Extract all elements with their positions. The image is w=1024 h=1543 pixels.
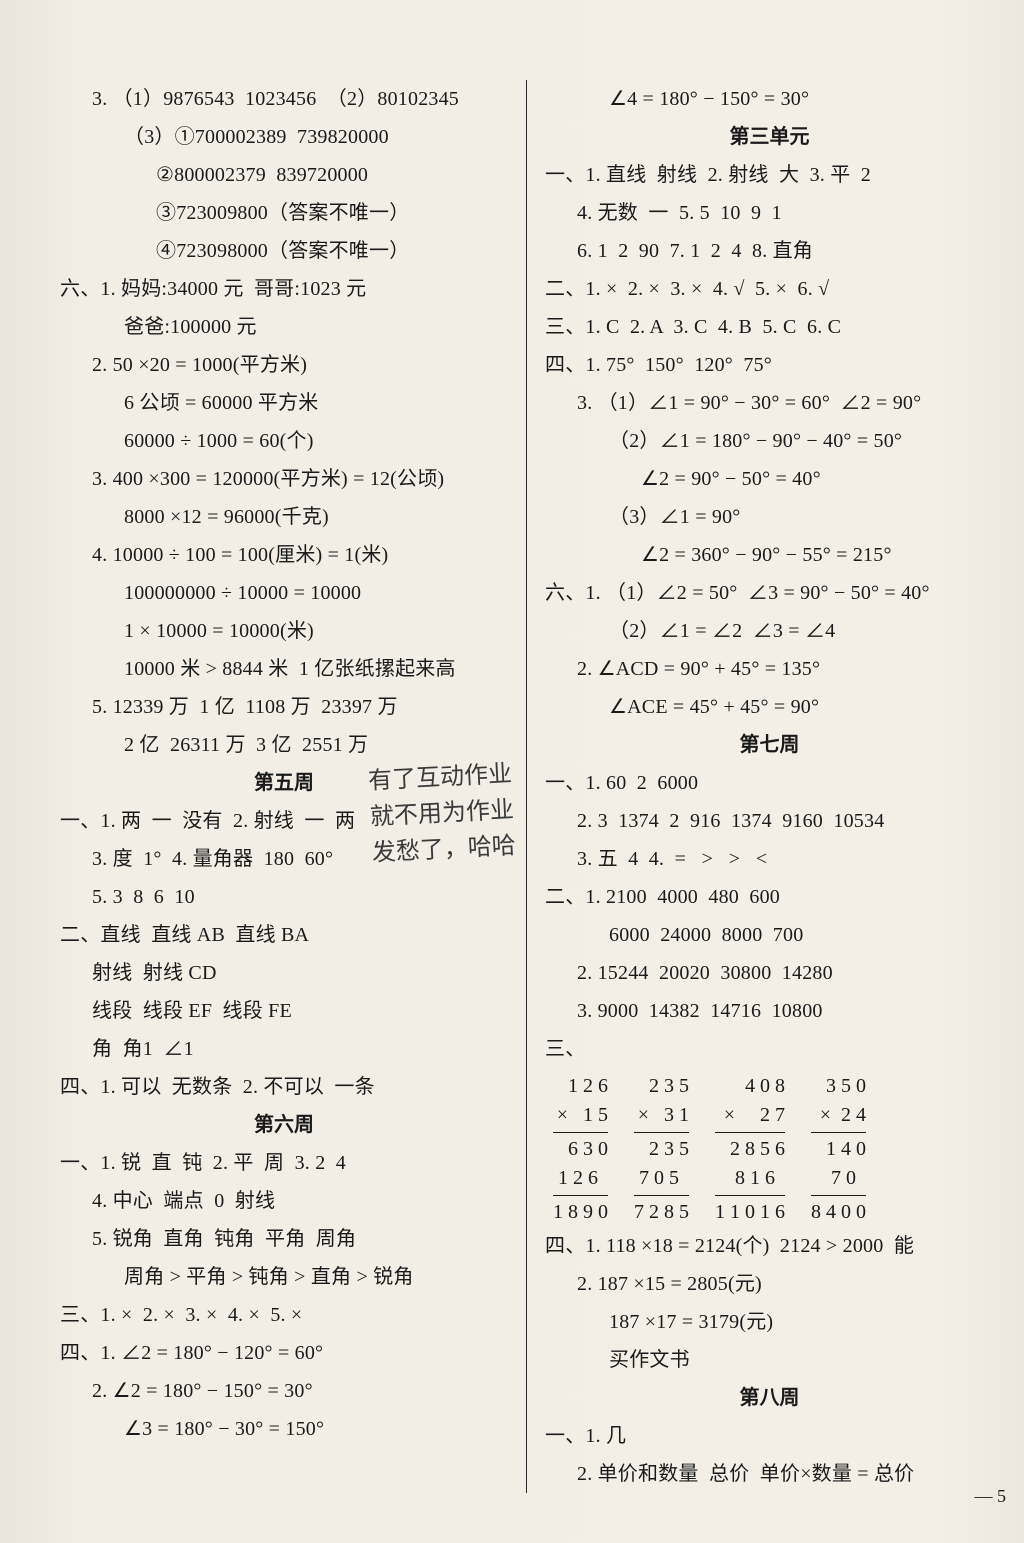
answer-line: 四、1. ∠2 = 180° − 120° = 60° <box>60 1334 508 1372</box>
answer-line: 2. ∠2 = 180° − 150° = 30° <box>60 1372 508 1410</box>
section-heading: 第七周 <box>545 726 994 764</box>
answer-line: 4. 无数 一 5. 5 10 9 1 <box>545 194 994 232</box>
answer-line: （2）∠1 = ∠2 ∠3 = ∠4 <box>545 612 994 650</box>
answer-line: 一、1. 直线 射线 2. 射线 大 3. 平 2 <box>545 156 994 194</box>
answer-line: 2 亿 26311 万 3 亿 2551 万 <box>60 726 508 764</box>
section-heading: 第三单元 <box>545 118 994 156</box>
vertical-multiplication: 3 5 0× 2 4 1 4 0 7 0 8 4 0 0 <box>811 1072 866 1227</box>
answer-line: 六、1. （1）∠2 = 50° ∠3 = 90° − 50° = 40° <box>545 574 994 612</box>
answer-line: 4. 10000 ÷ 100 = 100(厘米) = 1(米) <box>60 536 508 574</box>
answer-line: 6. 1 2 90 7. 1 2 4 8. 直角 <box>545 232 994 270</box>
right-column: ∠4 = 180° − 150° = 30°第三单元一、1. 直线 射线 2. … <box>527 80 994 1493</box>
answer-line: 5. 3 8 6 10 <box>60 878 508 916</box>
answer-line: ∠ACE = 45° + 45° = 90° <box>545 688 994 726</box>
answer-line: （3）①700002389 739820000 <box>60 118 508 156</box>
answer-line: 60000 ÷ 1000 = 60(个) <box>60 422 508 460</box>
answer-line: 二、1. × 2. × 3. × 4. √ 5. × 6. √ <box>545 270 994 308</box>
answer-line: 六、1. 妈妈:34000 元 哥哥:1023 元 <box>60 270 508 308</box>
answer-line: 一、1. 60 2 6000 <box>545 764 994 802</box>
answer-line: 2. 50 ×20 = 1000(平方米) <box>60 346 508 384</box>
answer-line: 2. 187 ×15 = 2805(元) <box>545 1265 994 1303</box>
answer-line: 三、1. × 2. × 3. × 4. × 5. × <box>60 1296 508 1334</box>
section-heading: 第八周 <box>545 1379 994 1417</box>
answer-line: 2. 单价和数量 总价 单价×数量 = 总价 <box>545 1455 994 1493</box>
answer-line: 2. 15244 20020 30800 14280 <box>545 954 994 992</box>
answer-line: 射线 射线 CD <box>60 954 508 992</box>
section-heading: 第六周 <box>60 1106 508 1144</box>
answer-line: 角 角1 ∠1 <box>60 1030 508 1068</box>
vertical-multiplication: 2 3 5× 3 1 2 3 57 0 5 7 2 8 5 <box>634 1072 689 1227</box>
answer-line: 一、1. 锐 直 钝 2. 平 周 3. 2 4 <box>60 1144 508 1182</box>
answer-line: 买作文书 <box>545 1341 994 1379</box>
answer-line: 四、1. 75° 150° 120° 75° <box>545 346 994 384</box>
page-number: — 5 <box>975 1479 1007 1513</box>
answer-line: 四、1. 118 ×18 = 2124(个) 2124 > 2000 能 <box>545 1227 994 1265</box>
answer-key-page: 3. （1）9876543 1023456 （2）80102345（3）①700… <box>0 0 1024 1543</box>
answer-line: 187 ×17 = 3179(元) <box>545 1303 994 1341</box>
two-column-layout: 3. （1）9876543 1023456 （2）80102345（3）①700… <box>60 80 994 1493</box>
handwritten-annotation: 有了互动作业 就不用为作业 发愁了，哈哈 <box>367 756 516 871</box>
answer-line: ∠2 = 360° − 90° − 55° = 215° <box>545 536 994 574</box>
answer-line: ∠2 = 90° − 50° = 40° <box>545 460 994 498</box>
answer-line: 爸爸:100000 元 <box>60 308 508 346</box>
answer-line: 5. 12339 万 1 亿 1108 万 23397 万 <box>60 688 508 726</box>
answer-line: ②800002379 839720000 <box>60 156 508 194</box>
answer-line: 8000 ×12 = 96000(千克) <box>60 498 508 536</box>
handwriting-line: 发愁了，哈哈 <box>371 828 517 871</box>
answer-line: 6000 24000 8000 700 <box>545 916 994 954</box>
answer-line: 3. 9000 14382 14716 10800 <box>545 992 994 1030</box>
answer-line: 1 × 10000 = 10000(米) <box>60 612 508 650</box>
answer-line: 四、1. 可以 无数条 2. 不可以 一条 <box>60 1068 508 1106</box>
answer-line: 6 公顷 = 60000 平方米 <box>60 384 508 422</box>
answer-line: 5. 锐角 直角 钝角 平角 周角 <box>60 1220 508 1258</box>
answer-line: 10000 米 > 8844 米 1 亿张纸摞起来高 <box>60 650 508 688</box>
answer-line: 3. 五 4 4. = > > < <box>545 840 994 878</box>
answer-line: 2. 3 1374 2 916 1374 9160 10534 <box>545 802 994 840</box>
answer-line: 3. （1）∠1 = 90° − 30° = 60° ∠2 = 90° <box>545 384 994 422</box>
vertical-multiplication: 4 0 8× 2 7 2 8 5 6 8 1 6 1 1 0 1 6 <box>715 1072 785 1227</box>
answer-line: ∠4 = 180° − 150° = 30° <box>545 80 994 118</box>
answer-line: 三、1. C 2. A 3. C 4. B 5. C 6. C <box>545 308 994 346</box>
answer-line: 周角 > 平角 > 钝角 > 直角 > 锐角 <box>60 1258 508 1296</box>
vertical-multiplication-group: 1 2 6× 1 5 6 3 01 2 6 1 8 9 0 2 3 5× 3 1… <box>545 1072 994 1227</box>
answer-line: 3. （1）9876543 1023456 （2）80102345 <box>60 80 508 118</box>
answer-line: ④723098000（答案不唯一） <box>60 232 508 270</box>
answer-line: （3）∠1 = 90° <box>545 498 994 536</box>
answer-line: ③723009800（答案不唯一） <box>60 194 508 232</box>
answer-line: 二、1. 2100 4000 480 600 <box>545 878 994 916</box>
answer-line: 3. 400 ×300 = 120000(平方米) = 12(公顷) <box>60 460 508 498</box>
vertical-multiplication: 1 2 6× 1 5 6 3 01 2 6 1 8 9 0 <box>553 1072 608 1227</box>
answer-line: 二、直线 直线 AB 直线 BA <box>60 916 508 954</box>
answer-line: 一、1. 几 <box>545 1417 994 1455</box>
answer-line: （2）∠1 = 180° − 90° − 40° = 50° <box>545 422 994 460</box>
answer-line: 100000000 ÷ 10000 = 10000 <box>60 574 508 612</box>
answer-line: 线段 线段 EF 线段 FE <box>60 992 508 1030</box>
answer-line: 4. 中心 端点 0 射线 <box>60 1182 508 1220</box>
answer-line: 2. ∠ACD = 90° + 45° = 135° <box>545 650 994 688</box>
answer-line: ∠3 = 180° − 30° = 150° <box>60 1410 508 1448</box>
answer-line: 三、 <box>545 1030 994 1068</box>
